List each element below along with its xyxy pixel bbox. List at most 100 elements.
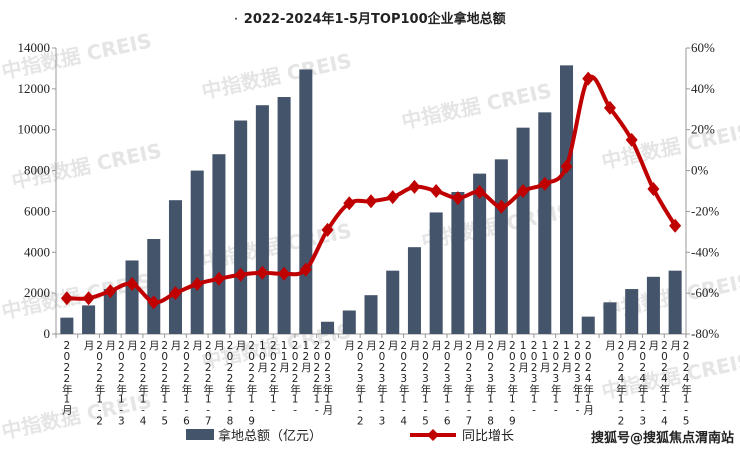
bar (125, 260, 139, 334)
footer-source: 搜狐号@搜狐焦点渭南站 (590, 431, 734, 446)
x-tick-label: 2024年1-4月 (647, 340, 671, 427)
x-tick-label: 2022年1-2月 (82, 340, 106, 427)
growth-point (343, 196, 356, 211)
growth-point (365, 194, 377, 209)
x-tick-label: 2022年1-4月 (126, 340, 150, 427)
bar (255, 105, 269, 334)
right-tick-label: 40% (691, 81, 715, 96)
x-tick-label: 2023年1-5月 (408, 340, 432, 427)
x-tick-label: 2023年1-4月 (386, 340, 410, 427)
bar (212, 154, 226, 334)
left-tick-label: 6000 (24, 203, 50, 218)
growth-point (603, 100, 616, 115)
growth-point (169, 286, 182, 301)
bar (646, 276, 660, 334)
x-tick-label: 2022年1-3月 (104, 340, 128, 427)
bar (560, 65, 574, 334)
x-tick-label: 2023年1月 (321, 340, 334, 414)
bar (364, 295, 378, 334)
right-tick-label: -20% (691, 203, 719, 218)
x-tick-label: 2023年1-7月 (451, 340, 475, 427)
legend-bar-label: 拿地总额（亿元） (218, 429, 323, 444)
bar (103, 289, 117, 334)
growth-point (430, 184, 443, 198)
growth-point (278, 266, 291, 281)
growth-point (191, 276, 204, 291)
bar (603, 302, 617, 334)
growth-point (625, 132, 638, 147)
legend-line: 同比增长 (408, 425, 514, 444)
x-tick-label: 2022年1-5月 (147, 340, 171, 427)
x-tick-label: 2023年1-9月 (495, 340, 519, 427)
bar (321, 321, 335, 334)
growth-point (473, 185, 486, 200)
growth-point (386, 190, 399, 205)
x-tick-label: 2022年1-11月 (278, 340, 302, 416)
growth-point (60, 291, 73, 306)
growth-point (560, 159, 573, 174)
x-tick-label: 2023年1-11月 (538, 340, 562, 416)
bar (342, 310, 356, 334)
left-tick-label: 2000 (24, 285, 50, 300)
bar (625, 289, 639, 334)
bar (190, 170, 204, 334)
bar (168, 200, 182, 334)
bar (668, 270, 682, 334)
bar (516, 127, 530, 335)
x-tick-label: 2023年1-8月 (473, 340, 497, 427)
growth-point (147, 295, 160, 310)
legend-line-label: 同比增长 (462, 429, 515, 444)
growth-point (256, 265, 269, 280)
growth-point (299, 262, 312, 277)
x-tick-label: 2022年1月 (60, 340, 73, 414)
x-tick-label: 2022年1-10月 (256, 340, 280, 416)
bar (407, 247, 421, 334)
right-tick-label: -40% (691, 244, 719, 259)
bar (82, 305, 96, 334)
bar (451, 192, 465, 334)
x-tick-label: 2024年1月 (582, 340, 595, 414)
bar (386, 270, 400, 334)
chart-title-text: 2022-2024年1-5月TOP100企业拿地总额 (243, 12, 506, 27)
left-tick-label: 0 (44, 326, 51, 341)
bar (473, 173, 487, 334)
x-tick-label: 2022年1-12月 (299, 340, 323, 416)
bar (147, 239, 161, 334)
legend-bar: 拿地总额（亿元） (186, 425, 322, 444)
left-tick-label: 14000 (18, 40, 51, 55)
legend-bar-swatch (186, 429, 214, 440)
legend-line-swatch (410, 428, 456, 441)
x-tick-label: 2022年1-9月 (234, 340, 258, 427)
growth-point (104, 284, 117, 299)
x-tick-label: 2023年1-10月 (517, 340, 541, 416)
x-tick-label: 2024年1-3月 (625, 340, 649, 427)
bar (581, 316, 595, 334)
growth-point (538, 176, 551, 191)
title-dot: · (234, 14, 238, 25)
chart-title: · 2022-2024年1-5月TOP100企业拿地总额 (0, 8, 740, 27)
x-tick-label: 2023年1-6月 (430, 340, 454, 427)
growth-point (647, 181, 660, 196)
x-tick-label: 2024年1-5月 (669, 340, 693, 427)
left-tick-label: 10000 (18, 122, 51, 137)
bar (538, 112, 552, 334)
x-tick-label: 2023年1-3月 (365, 340, 388, 427)
bar (494, 159, 508, 334)
growth-point (126, 276, 139, 291)
right-tick-label: -60% (691, 285, 719, 300)
x-tick-label: 2023年1-12月 (560, 340, 584, 416)
growth-point (321, 222, 334, 237)
left-tick-label: 8000 (24, 163, 50, 178)
bar (60, 317, 74, 334)
growth-point (582, 71, 595, 86)
growth-point (234, 267, 247, 282)
bar (277, 97, 291, 335)
right-tick-label: 0% (691, 163, 709, 178)
right-tick-label: 20% (691, 122, 715, 137)
growth-point (517, 184, 530, 198)
bar (234, 120, 248, 335)
left-tick-label: 4000 (24, 244, 50, 259)
x-tick-label: 2023年1-2月 (343, 340, 367, 427)
right-tick-label: -80% (691, 326, 719, 341)
